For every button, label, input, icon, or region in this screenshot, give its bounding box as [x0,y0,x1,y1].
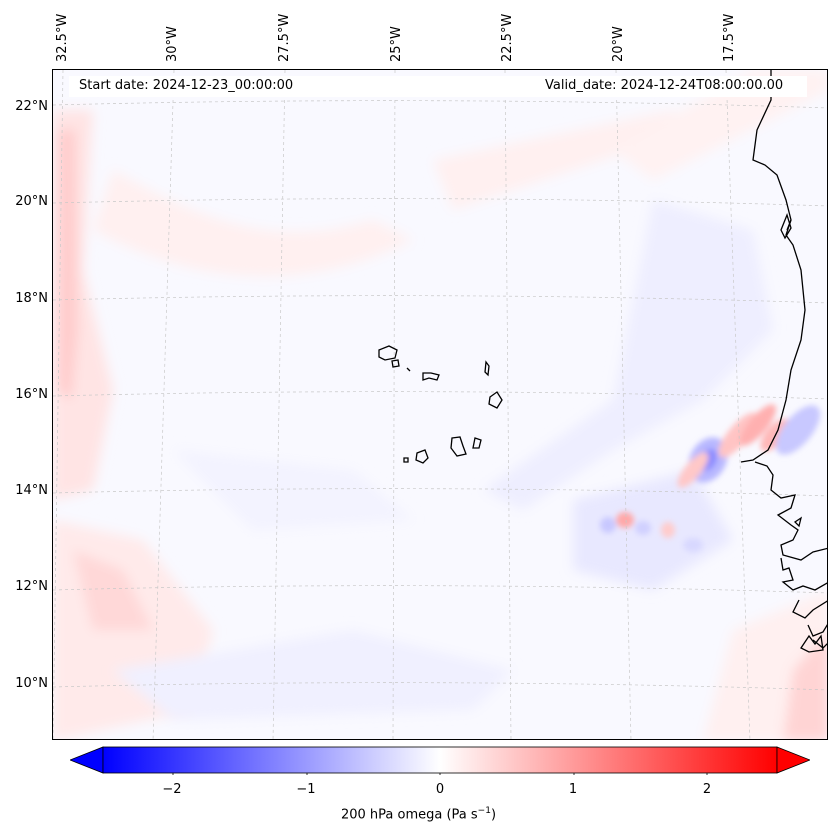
colorbar-max-extend [776,746,812,774]
lon-label-30w: 30°W [165,26,180,62]
lon-label-25w: 25°W [389,26,404,62]
colorbar-label: 200 hPa omega (Pa s−1) [0,806,837,822]
colorbar-tick-2: 2 [702,782,712,797]
lon-label-20w: 20°W [611,26,626,62]
colorbar-label-end: ) [490,807,497,823]
map-panel[interactable] [52,69,828,740]
positive-field-broad [53,70,827,739]
lat-label-10n: 10°N [15,676,48,691]
lat-label-14n: 14°N [15,483,48,498]
lat-label-18n: 18°N [15,291,48,306]
cape-verde-islands [378,345,503,464]
lon-label-32-5w: 32.5°W [55,13,70,62]
colorbar [68,745,812,777]
lon-label-22-5w: 22.5°W [500,13,515,62]
colorbar-min-extend [68,746,104,774]
colorbar-tick-neg1: −1 [296,782,316,797]
info-bar [69,76,807,97]
strong-features [600,404,821,552]
colorbar-gradient [102,746,778,774]
colorbar-label-main: 200 hPa omega (Pa s [340,807,478,823]
colorbar-tick-neg2: −2 [162,782,182,797]
start-date-label: Start date: 2024-12-23_00:00:00 [79,78,294,93]
colorbar-svg [68,746,812,777]
lat-label-12n: 12°N [15,579,48,594]
colorbar-label-sup: −1 [477,806,491,816]
lat-label-22n: 22°N [15,99,48,114]
coastline [740,70,827,653]
negative-field-broad [113,200,773,720]
lat-label-16n: 16°N [15,387,48,402]
graticule [53,70,827,739]
colorbar-tick-0: 0 [435,782,445,797]
lon-label-17-5w: 17.5°W [722,13,737,62]
lat-label-20n: 20°N [15,194,48,209]
colorbar-tick-1: 1 [568,782,578,797]
lon-label-27-5w: 27.5°W [277,13,292,62]
map-canvas [53,70,827,739]
valid-date-label: Valid_date: 2024-12-24T08:00:00.00 [545,78,784,93]
